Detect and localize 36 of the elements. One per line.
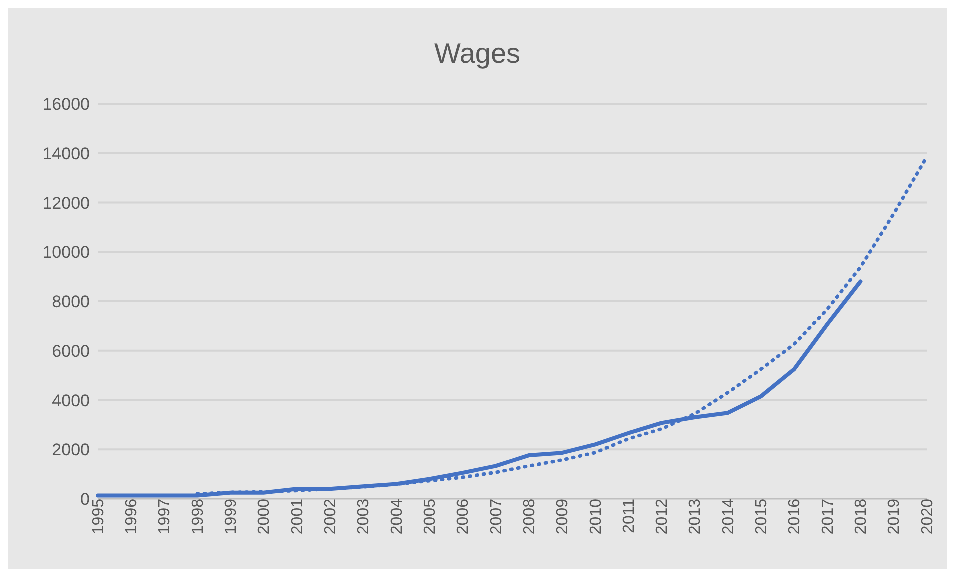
x-tick-label: 2009 — [554, 498, 572, 535]
y-tick-label: 14000 — [42, 144, 90, 164]
x-tick-label: 1999 — [223, 498, 240, 535]
y-tick-label: 16000 — [42, 95, 90, 114]
x-tick-label: 1996 — [124, 498, 141, 535]
x-tick-label: 2015 — [754, 498, 771, 535]
x-tick-label: 2016 — [786, 498, 804, 535]
x-tick-label: 2003 — [356, 498, 373, 535]
y-tick-label: 8000 — [52, 292, 90, 312]
x-tick-label: 1995 — [90, 498, 108, 535]
x-tick-label: 2010 — [588, 498, 605, 535]
x-tick-label: 2019 — [886, 498, 904, 535]
x-tick-label: 2007 — [488, 498, 506, 535]
y-tick-label: 4000 — [52, 391, 90, 410]
y-tick-label: 10000 — [42, 243, 90, 262]
x-tick-label: 2014 — [720, 498, 738, 535]
x-tick-label: 2005 — [422, 498, 439, 535]
x-tick-label: 2008 — [521, 498, 538, 535]
chart-title: Wages — [433, 38, 522, 70]
x-tick-label: 2001 — [289, 498, 306, 535]
x-tick-label: 1998 — [190, 498, 207, 535]
x-tick-label: 2018 — [853, 498, 870, 535]
y-tick-label: 12000 — [42, 194, 90, 213]
x-tick-label: 2017 — [820, 498, 837, 535]
y-tick-label: 6000 — [52, 342, 90, 361]
x-tick-label: 1997 — [156, 498, 174, 535]
x-tick-label: 2012 — [654, 498, 672, 535]
x-tick-label: 2000 — [256, 498, 274, 535]
x-tick-label: 2002 — [322, 498, 340, 535]
y-tick-label: 0 — [80, 490, 90, 510]
x-tick-label: 2013 — [687, 498, 704, 535]
y-tick-label: 2000 — [52, 440, 90, 460]
x-tick-label: 2020 — [919, 498, 936, 535]
x-tick-label: 2006 — [455, 498, 472, 535]
x-tick-label: 2004 — [388, 498, 406, 535]
x-tick-label: 2011 — [620, 498, 638, 534]
